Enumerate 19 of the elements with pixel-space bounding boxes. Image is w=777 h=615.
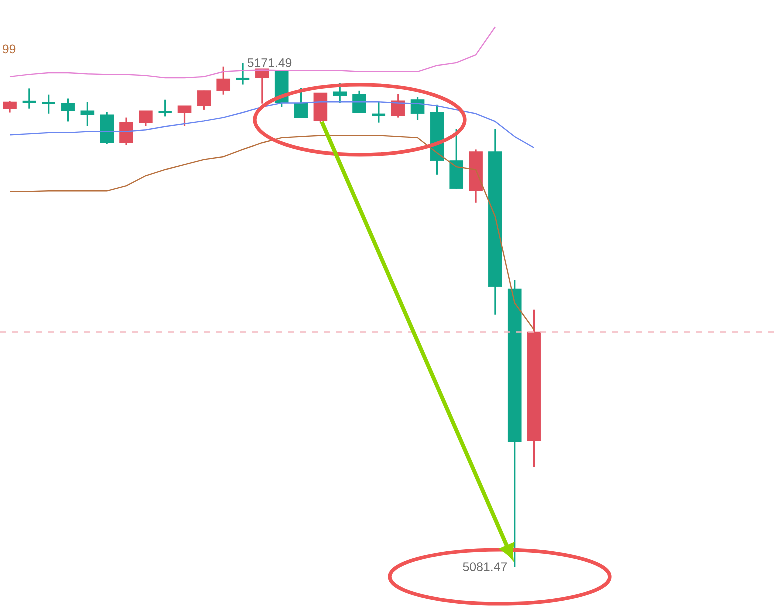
candlestick (178, 105, 192, 127)
candlestick (216, 66, 231, 96)
candlestick (391, 93, 406, 119)
candlestick (41, 94, 57, 115)
candlestick (158, 99, 174, 118)
annotation: 5171.49 (248, 58, 292, 68)
candlestick (294, 87, 308, 119)
candlestick (120, 116, 134, 146)
candlestick (139, 110, 153, 127)
text: 99 (3, 44, 16, 54)
candlestick (352, 90, 366, 114)
candlestick (197, 90, 212, 111)
candlestick (80, 101, 95, 127)
candlestick (3, 100, 17, 114)
candlestick (22, 88, 38, 110)
annotation: 5081.47 (463, 562, 507, 572)
candlestick (333, 82, 348, 104)
candlestick (61, 98, 76, 123)
candlestick (371, 101, 387, 124)
